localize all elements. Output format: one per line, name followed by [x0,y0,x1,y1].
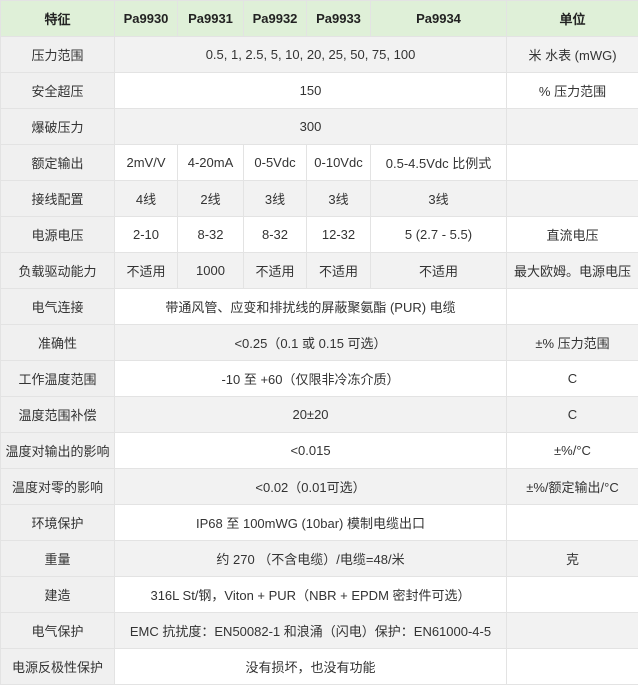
row-label: 工作温度范围 [0,360,115,397]
value-cell: 2线 [177,180,244,217]
table-row: 爆破压力 300 [0,108,638,145]
value-cell: 4-20mA [177,144,244,181]
value-cell: 150 [114,72,507,109]
unit-cell: 克 [506,540,638,577]
unit-cell [506,144,638,181]
value-cell: <0.015 [114,432,507,469]
value-cell: 不适用 [370,252,507,289]
unit-cell: 直流电压 [506,216,638,253]
row-label: 安全超压 [0,72,115,109]
row-label: 电源反极性保护 [0,648,115,685]
value-cell: 不适用 [114,252,178,289]
unit-cell [506,504,638,541]
row-label: 建造 [0,576,115,613]
value-cell: 约 270 （不含电缆）/电缆=48/米 [114,540,507,577]
row-label: 接线配置 [0,180,115,217]
value-cell: 12-32 [306,216,371,253]
unit-cell: ±%/额定输出/°C [506,468,638,505]
unit-cell: 米 水表 (mWG) [506,36,638,73]
value-cell: 1000 [177,252,244,289]
header-cell: Pa9931 [177,0,244,37]
value-cell: 3线 [306,180,371,217]
header-row: 特征 Pa9930 Pa9931 Pa9932 Pa9933 Pa9934 单位 [0,0,638,37]
unit-cell: C [506,360,638,397]
row-label: 爆破压力 [0,108,115,145]
table-row: 准确性 <0.25（0.1 或 0.15 可选） ±% 压力范围 [0,324,638,361]
value-cell: 316L St/钢，Viton + PUR（NBR + EPDM 密封件可选） [114,576,507,613]
table-row: 温度对输出的影响 <0.015 ±%/°C [0,432,638,469]
table-row: 压力范围 0.5, 1, 2.5, 5, 10, 20, 25, 50, 75, … [0,36,638,73]
value-cell: 5 (2.7 - 5.5) [370,216,507,253]
value-cell: 300 [114,108,507,145]
row-label: 环境保护 [0,504,115,541]
value-cell: 0-10Vdc [306,144,371,181]
value-cell: 不适用 [306,252,371,289]
header-cell: 特征 [0,0,115,37]
table-row: 电气保护 EMC 抗扰度：EN50082-1 和浪涌（闪电）保护：EN61000-… [0,612,638,649]
unit-cell: % 压力范围 [506,72,638,109]
table-row: 建造 316L St/钢，Viton + PUR（NBR + EPDM 密封件可选… [0,576,638,613]
row-label: 压力范围 [0,36,115,73]
table-row: 电气连接 带通风管、应变和排扰线的屏蔽聚氨酯 (PUR) 电缆 [0,288,638,325]
unit-cell: 最大欧姆。电源电压 [506,252,638,289]
unit-cell: ±% 压力范围 [506,324,638,361]
value-cell: 3线 [370,180,507,217]
value-cell: EMC 抗扰度：EN50082-1 和浪涌（闪电）保护：EN61000-4-5 [114,612,507,649]
header-cell: Pa9933 [306,0,371,37]
table-row: 额定输出 2mV/V 4-20mA 0-5Vdc 0-10Vdc 0.5-4.5Vdc 比… [0,144,638,181]
table-row: 接线配置 4线 2线 3线 3线 3线 [0,180,638,217]
table-row: 温度对零的影响 <0.02（0.01可选） ±%/额定输出/°C [0,468,638,505]
table-row: 重量约 270 （不含电缆）/电缆=48/米克 [0,540,638,577]
unit-cell [506,648,638,685]
unit-cell [506,288,638,325]
value-cell: 2mV/V [114,144,178,181]
row-label: 温度范围补偿 [0,396,115,433]
header-cell: Pa9930 [114,0,178,37]
unit-cell: ±%/°C [506,432,638,469]
unit-cell [506,576,638,613]
table-row: 电源反极性保护 没有损坏，也没有功能 [0,648,638,685]
value-cell: 8-32 [243,216,307,253]
unit-cell: C [506,396,638,433]
table-row: 温度范围补偿 20±20 C [0,396,638,433]
value-cell: 0.5, 1, 2.5, 5, 10, 20, 25, 50, 75, 100 [114,36,507,73]
row-label: 额定输出 [0,144,115,181]
value-cell: 带通风管、应变和排扰线的屏蔽聚氨酯 (PUR) 电缆 [114,288,507,325]
row-label: 电气连接 [0,288,115,325]
row-label: 温度对输出的影响 [0,432,115,469]
row-label: 温度对零的影响 [0,468,115,505]
value-cell: 4线 [114,180,178,217]
row-label: 准确性 [0,324,115,361]
value-cell: 0-5Vdc [243,144,307,181]
value-cell: <0.25（0.1 或 0.15 可选） [114,324,507,361]
header-cell: Pa9932 [243,0,307,37]
value-cell: <0.02（0.01可选） [114,468,507,505]
value-cell: 0.5-4.5Vdc 比例式 [370,144,507,181]
table-row: 环境保护 IP68 至 100mWG (10bar) 模制电缆出口 [0,504,638,541]
table-body: 压力范围 0.5, 1, 2.5, 5, 10, 20, 25, 50, 75, … [0,36,638,685]
value-cell: 2-10 [114,216,178,253]
value-cell: 不适用 [243,252,307,289]
value-cell: -10 至 +60（仅限非冷冻介质） [114,360,507,397]
table-row: 负载驱动能力 不适用 1000 不适用 不适用 不适用 最大欧姆。电源电压 [0,252,638,289]
unit-cell [506,108,638,145]
value-cell: 没有损坏，也没有功能 [114,648,507,685]
table-row: 电源电压 2-10 8-32 8-32 12-32 5 (2.7 - 5.5) 直流电压 [0,216,638,253]
value-cell: 20±20 [114,396,507,433]
header-cell: 单位 [506,0,638,37]
table-row: 安全超压 150% 压力范围 [0,72,638,109]
row-label: 负载驱动能力 [0,252,115,289]
value-cell: 8-32 [177,216,244,253]
row-label: 重量 [0,540,115,577]
unit-cell [506,180,638,217]
value-cell: 3线 [243,180,307,217]
table-row: 工作温度范围 -10 至 +60（仅限非冷冻介质） C [0,360,638,397]
value-cell: IP68 至 100mWG (10bar) 模制电缆出口 [114,504,507,541]
unit-cell [506,612,638,649]
row-label: 电源电压 [0,216,115,253]
header-cell: Pa9934 [370,0,507,37]
row-label: 电气保护 [0,612,115,649]
